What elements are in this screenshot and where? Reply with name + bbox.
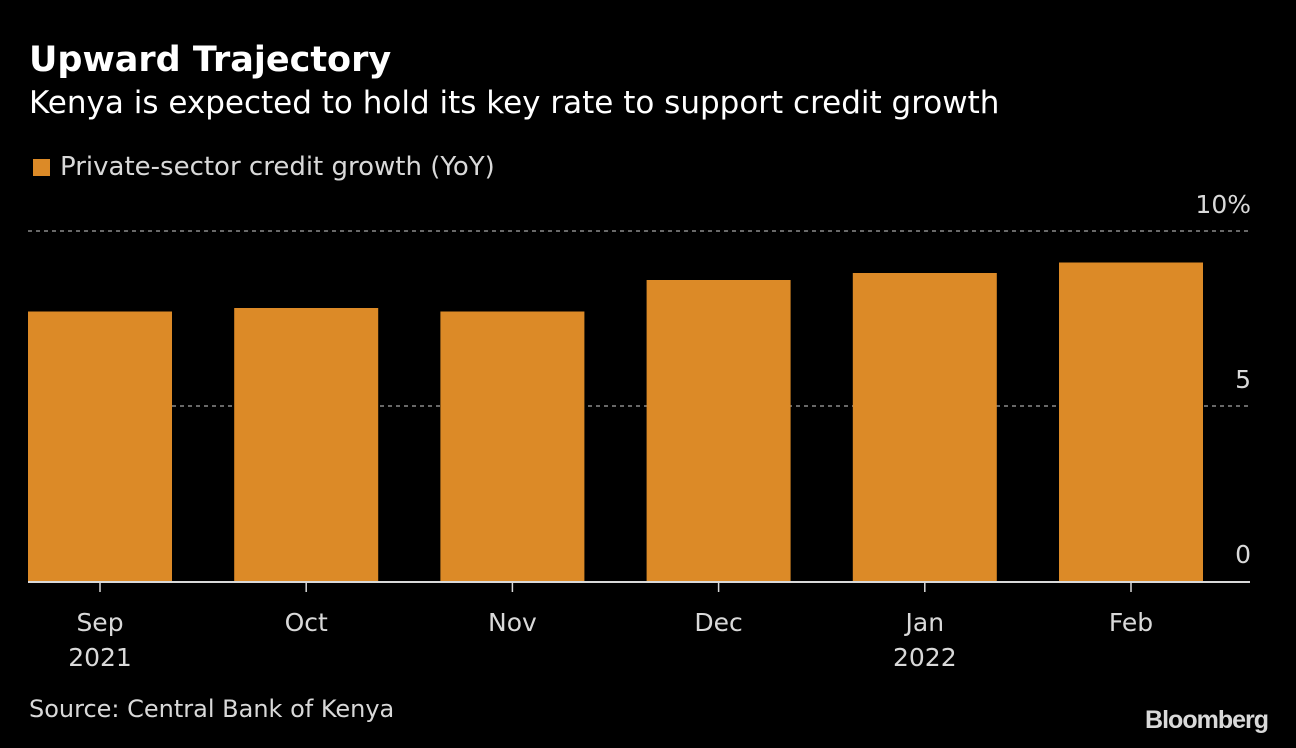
bar-jan: [852, 273, 997, 581]
y-tick-label: 10%: [1195, 190, 1251, 219]
x-tick-year-label: 2021: [68, 643, 132, 672]
x-tick-label: Feb: [1109, 608, 1153, 637]
chart-title: Upward Trajectory: [29, 40, 392, 80]
bar-dec: [646, 280, 791, 581]
bar-feb: [1059, 262, 1203, 581]
chart-subtitle: Kenya is expected to hold its key rate t…: [29, 85, 1000, 121]
x-tick-label: Nov: [488, 608, 537, 637]
bloomberg-logo: Bloomberg: [1145, 706, 1269, 734]
legend-swatch: [33, 158, 50, 176]
x-tick-year-label: 2022: [893, 643, 957, 672]
bars: [28, 262, 1203, 581]
x-tick-label: Oct: [285, 608, 328, 637]
y-axis-ticks: 0 5 10%: [1195, 190, 1251, 569]
bar-nov: [440, 311, 585, 581]
bar-oct: [234, 308, 379, 581]
x-tick-label: Dec: [694, 608, 742, 637]
x-tick-label: Sep: [76, 608, 123, 637]
y-tick-label: 5: [1235, 365, 1251, 394]
x-tick-label: Jan: [904, 608, 945, 637]
bar-sep: [28, 311, 172, 581]
gridlines: [28, 230, 1250, 407]
source-note: Source: Central Bank of Kenya: [29, 695, 395, 723]
x-axis-ticks: Sep 2021 Oct Nov Dec Jan 2022 Feb: [68, 583, 1153, 672]
legend: Private-sector credit growth (YoY): [33, 152, 495, 182]
legend-label: Private-sector credit growth (YoY): [60, 152, 495, 182]
y-tick-label: 0: [1235, 540, 1251, 569]
